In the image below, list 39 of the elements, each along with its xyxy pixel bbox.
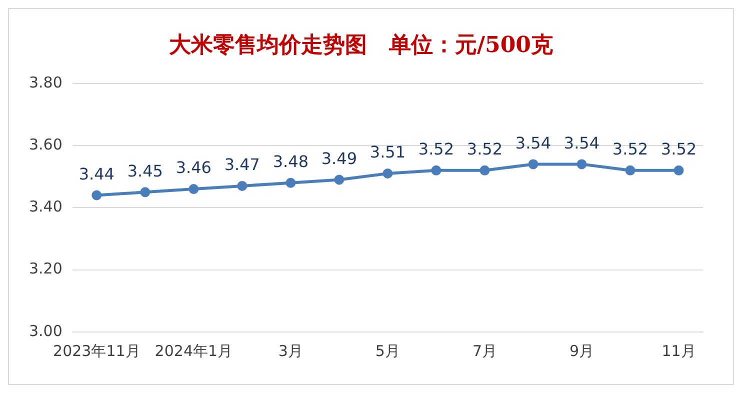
text: 3.20 (28, 260, 62, 278)
x-tick-label: 2024年1月 (154, 342, 233, 360)
x-tick-label: 5月 (375, 342, 400, 360)
data-label: 3.46 (176, 158, 212, 178)
data-label: 3.51 (370, 142, 406, 162)
point (528, 159, 538, 170)
text: 3.00 (28, 322, 62, 340)
point (92, 190, 102, 200)
data-label: 3.54 (515, 133, 552, 152)
data-label: 3.52 (660, 140, 697, 159)
point (188, 184, 199, 194)
point (431, 165, 442, 176)
chart-title: 大米零售均价走势图 单位：元/500克 (169, 32, 553, 58)
data-label: 3.48 (272, 152, 308, 171)
data-label: 3.52 (466, 140, 503, 159)
point (286, 178, 296, 188)
point (625, 165, 636, 176)
data-label: 3.45 (127, 161, 163, 180)
data-label: 3.47 (224, 155, 260, 174)
text: 3.40 (28, 198, 62, 216)
text: 3.60 (28, 135, 62, 154)
data-label: 3.49 (321, 148, 358, 168)
text: 3.80 (28, 73, 62, 92)
x-tick-label: 7月 (472, 342, 497, 360)
data-label: 3.44 (78, 164, 114, 184)
x-tick-label: 2023年11月 (53, 342, 140, 360)
point (480, 165, 490, 176)
point (140, 187, 150, 198)
point (334, 174, 344, 185)
point (674, 165, 684, 176)
data-label: 3.52 (612, 140, 648, 159)
x-tick-label: 3月 (278, 342, 303, 360)
point (237, 180, 248, 191)
x-tick-label: 11月 (662, 342, 696, 360)
x-tick-label: 9月 (569, 342, 594, 360)
data-label: 3.54 (564, 133, 600, 152)
point (382, 168, 393, 179)
point (576, 159, 587, 170)
data-label: 3.52 (418, 140, 454, 159)
